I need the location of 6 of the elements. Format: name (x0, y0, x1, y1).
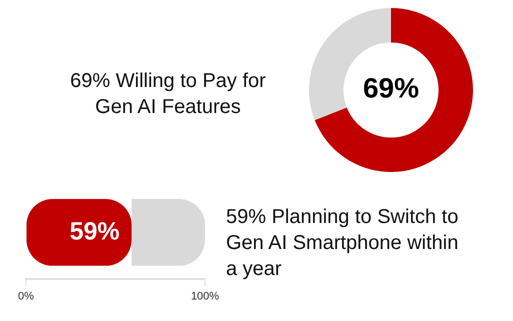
x-tick-label: 100% (190, 290, 220, 302)
x-tick-label: 0% (18, 290, 34, 302)
text: 59% Planning to Switch to Gen AI Smartphone within a year (226, 205, 460, 282)
text: 69% Willing to Pay for Gen AI Features (69, 69, 267, 120)
data-label: 59% (70, 217, 120, 246)
data-label: 69% (362, 72, 420, 104)
